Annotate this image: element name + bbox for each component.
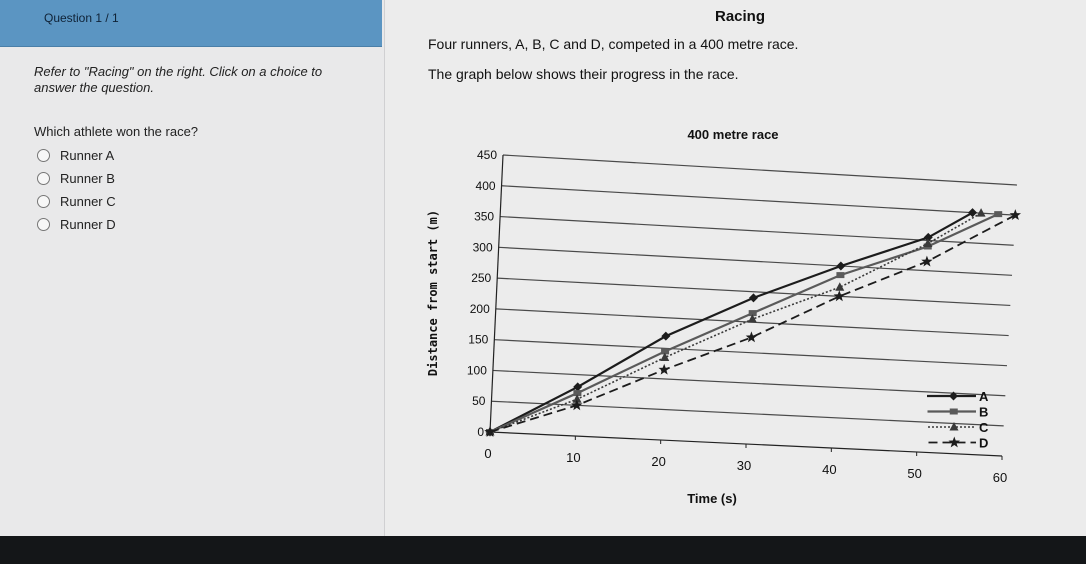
data-point-c: [835, 282, 845, 291]
data-point-c: [976, 208, 986, 217]
passage-title: Racing: [714, 8, 765, 25]
option-runner-b[interactable]: Runner B: [34, 167, 116, 190]
radio-button[interactable]: [37, 172, 50, 185]
bottom-bar: [0, 536, 1086, 564]
y-tick-label: 250: [471, 271, 491, 285]
data-point-d: [921, 255, 933, 267]
radio-button[interactable]: [37, 195, 50, 208]
y-tick-label: 400: [476, 179, 496, 193]
data-point-b: [573, 390, 582, 397]
legend-label-d: D: [979, 436, 988, 451]
data-point-a: [661, 331, 671, 341]
option-label: Runner D: [60, 217, 116, 232]
data-point-c: [660, 352, 670, 361]
y-tick-label: 200: [470, 302, 490, 316]
answer-options: Runner A Runner B Runner C Runner D: [34, 144, 116, 236]
data-point-b: [661, 348, 670, 355]
series-line-d: [489, 214, 1016, 433]
legend-label-a: A: [979, 389, 989, 404]
data-point-a: [968, 208, 978, 218]
y-tick-label: 350: [474, 210, 494, 224]
data-point-d: [1009, 209, 1021, 220]
option-runner-a[interactable]: Runner A: [34, 144, 116, 167]
data-point-c: [572, 394, 582, 403]
option-label: Runner B: [60, 171, 115, 186]
data-point-b: [836, 272, 845, 279]
option-label: Runner A: [60, 148, 115, 163]
data-point-d: [745, 331, 758, 343]
x-tick-label: 30: [737, 458, 751, 473]
passage-line-1: Four runners, A, B, C and D, competed in…: [428, 36, 799, 52]
legend-marker-a: [949, 391, 958, 401]
gridline: [501, 185, 1016, 216]
option-runner-c[interactable]: Runner C: [34, 190, 116, 213]
question-pane: Question 1 / 1 Refer to "Racing" on the …: [0, 0, 384, 564]
data-point-c: [747, 314, 757, 323]
radio-button[interactable]: [37, 149, 50, 162]
option-runner-d[interactable]: Runner D: [34, 213, 116, 236]
data-point-a: [748, 293, 758, 303]
y-tick-label: 300: [473, 240, 493, 254]
legend-marker-c: [949, 422, 959, 431]
question-instructions: Refer to "Racing" on the right. Click on…: [34, 64, 323, 95]
gridline: [494, 339, 1008, 367]
data-point-d: [658, 363, 670, 375]
y-tick-label: 100: [467, 363, 487, 377]
data-point-d: [571, 399, 583, 411]
y-tick-label: 450: [477, 148, 497, 162]
legend-label-c: C: [979, 420, 989, 435]
chart-title: 400 metre race: [687, 127, 778, 142]
chart-y-label: Distance from start (m): [426, 210, 440, 376]
data-point-b: [748, 310, 757, 317]
question-prompt: Which athlete won the race?: [34, 124, 199, 139]
radio-button[interactable]: [37, 218, 50, 231]
data-point-d: [484, 426, 496, 437]
x-tick-label: 0: [484, 446, 491, 461]
x-tick-label: 20: [651, 454, 665, 469]
chart-x-label: Time (s): [687, 491, 737, 506]
question-number: Question 1 / 1: [44, 11, 119, 25]
gridline: [497, 277, 1011, 307]
passage-pane: [385, 0, 1086, 564]
data-point-c: [923, 238, 933, 247]
y-tick-label: 0: [477, 425, 484, 439]
y-tick-label: 50: [472, 394, 486, 408]
gridline: [492, 369, 1006, 397]
pane-divider: [384, 0, 385, 564]
x-tick-label: 10: [566, 450, 580, 465]
data-point-a: [923, 232, 933, 242]
data-point-a: [836, 261, 846, 271]
option-label: Runner C: [60, 194, 116, 209]
y-axis: [489, 154, 504, 433]
data-point-d: [833, 290, 845, 302]
gridline: [500, 215, 1014, 246]
data-point-a: [573, 382, 583, 392]
passage-line-2: The graph below shows their progress in …: [428, 66, 739, 82]
x-tick-label: 40: [822, 462, 836, 477]
question-header: Question 1 / 1: [0, 0, 382, 47]
y-tick-label: 150: [468, 333, 488, 347]
data-point-b: [994, 211, 1003, 218]
legend-label-b: B: [979, 405, 988, 420]
legend-marker-d: [948, 436, 960, 448]
legend-marker-b: [949, 408, 958, 415]
gridline: [491, 400, 1004, 427]
gridline: [502, 154, 1018, 186]
x-tick-label: 50: [907, 466, 921, 481]
gridline: [498, 246, 1013, 276]
x-tick-label: 60: [993, 470, 1007, 485]
